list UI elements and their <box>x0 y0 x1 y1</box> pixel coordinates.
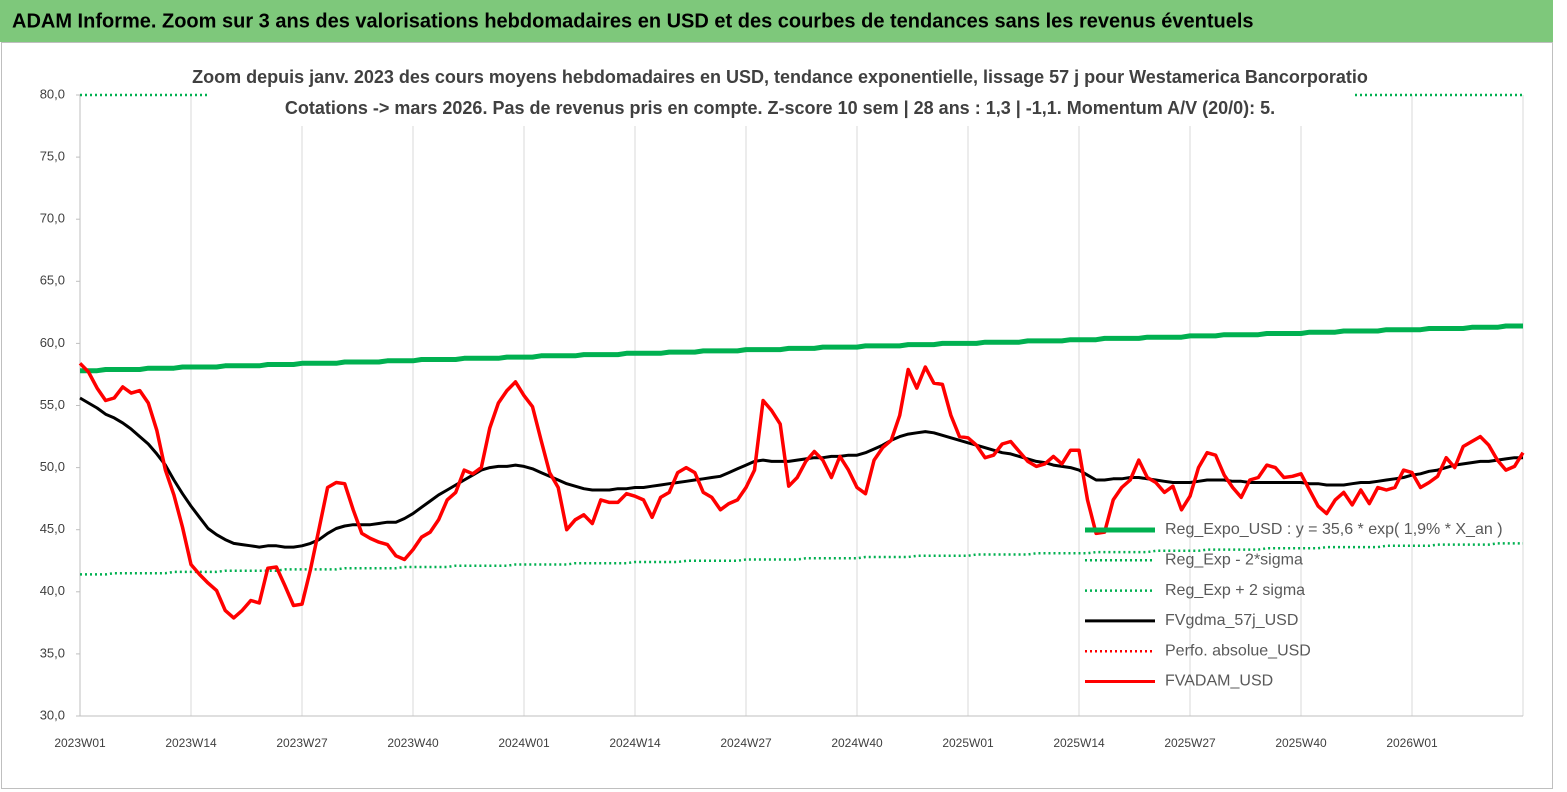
header-title: ADAM Informe. Zoom sur 3 ans des valoris… <box>12 10 1254 32</box>
series-line <box>78 362 1525 620</box>
legend-label: Reg_Exp - 2*sigma <box>1165 552 1303 569</box>
legend-label: Reg_Expo_USD : y = 35,6 * exp( 1,9% * X_… <box>1165 521 1503 538</box>
x-tick-label: 2024W27 <box>720 736 772 750</box>
y-tick-label: 55,0 <box>40 397 65 412</box>
y-tick-label: 40,0 <box>40 583 65 598</box>
plot-area: 2023W01 2023W14 2023W27 2023W40 2024W01 2024W… <box>40 86 1525 750</box>
y-tick-label: 35,0 <box>40 645 65 660</box>
header-bar <box>0 0 1553 42</box>
legend-label: FVADAM_USD <box>1165 673 1273 690</box>
chart-title: Zoom depuis janv. 2023 des cours moyens … <box>192 67 1368 87</box>
legend-label: FVgdma_57j_USD <box>1165 612 1298 629</box>
title-box <box>207 60 1354 126</box>
x-tick-label: 2023W40 <box>387 736 439 750</box>
series-line <box>80 323 1523 374</box>
y-tick-label: 45,0 <box>40 521 65 536</box>
x-tick-label: 2024W14 <box>609 736 661 750</box>
chart-frame <box>1 42 1553 789</box>
x-tick-label: 2024W01 <box>498 736 550 750</box>
series-line <box>80 542 1523 576</box>
x-tick-label: 2025W27 <box>1164 736 1216 750</box>
y-tick-label: 50,0 <box>40 459 65 474</box>
y-tick-label: 60,0 <box>40 335 65 350</box>
x-tick-label: 2023W27 <box>276 736 328 750</box>
y-tick-label: 75,0 <box>40 149 65 164</box>
x-tick-label: 2023W01 <box>54 736 106 750</box>
series-line <box>79 396 1523 549</box>
chart-subtitle: Cotations -> mars 2026. Pas de revenus p… <box>285 98 1275 118</box>
legend: Reg_Expo_USD : y = 35,6 * exp( 1,9% * X_… <box>1085 521 1503 690</box>
y-tick-label: 80,0 <box>40 86 65 101</box>
y-tick-label: 70,0 <box>40 211 65 226</box>
x-tick-label: 2025W40 <box>1275 736 1327 750</box>
x-tick-label: 2026W01 <box>1386 736 1438 750</box>
x-tick-label: 2024W40 <box>831 736 883 750</box>
x-tick-label: 2025W14 <box>1053 736 1105 750</box>
y-tick-label: 30,0 <box>40 707 65 722</box>
legend-label: Perfo. absolue_USD <box>1165 642 1311 659</box>
x-tick-label: 2025W01 <box>942 736 994 750</box>
y-tick-label: 65,0 <box>40 273 65 288</box>
legend-label: Reg_Exp + 2 sigma <box>1165 582 1305 599</box>
x-tick-label: 2023W14 <box>165 736 217 750</box>
